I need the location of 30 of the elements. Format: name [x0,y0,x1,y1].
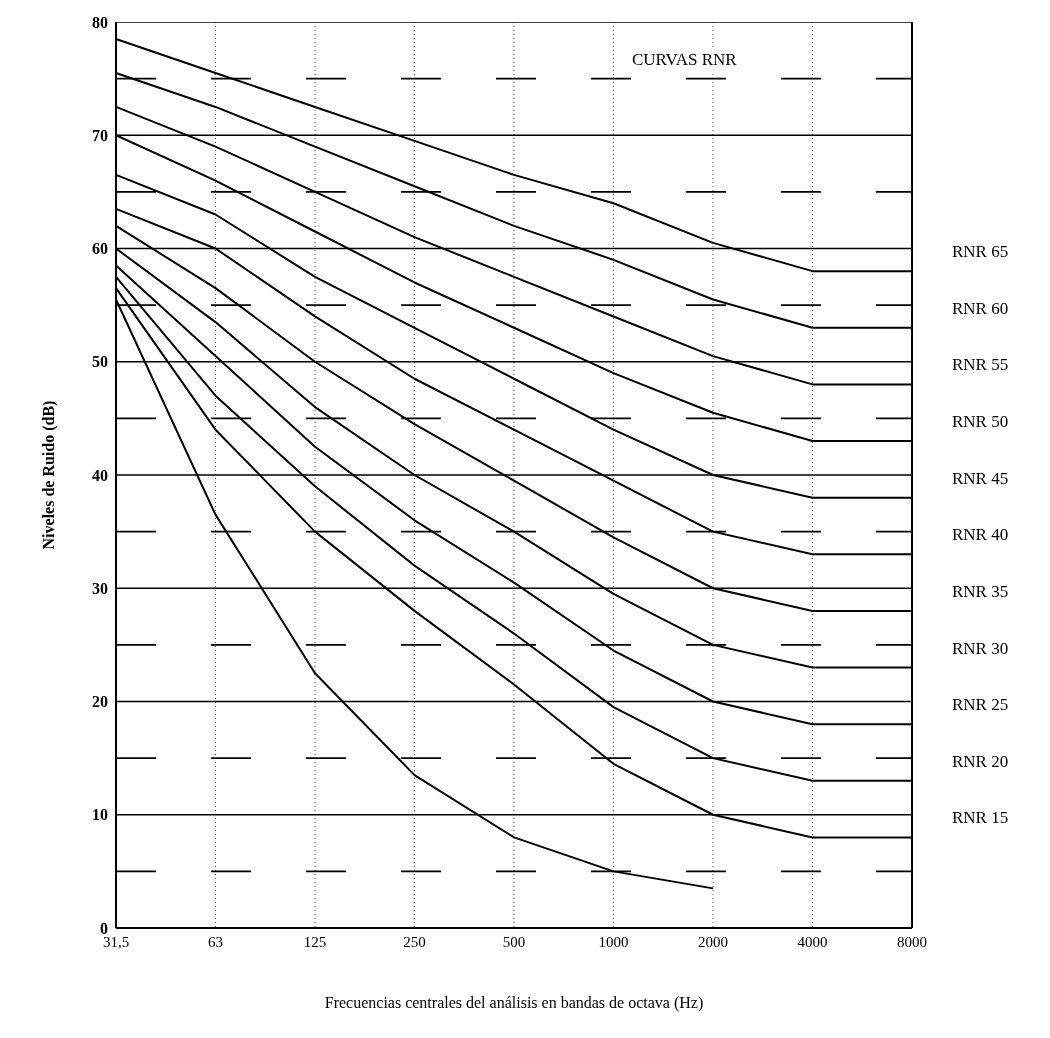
y-tick-label: 70 [92,126,108,144]
y-tick-label: 80 [92,13,108,31]
x-tick-label: 2000 [698,933,728,950]
x-tick-label: 1000 [598,933,629,950]
text: RNR 60 [952,298,1009,318]
text: RNR 50 [952,412,1009,432]
text: RNR 15 [952,808,1009,828]
text: RNR 35 [952,581,1009,601]
y-tick-label: 10 [92,806,108,824]
text: RNR 25 [952,695,1009,715]
text: RNR 65 [952,242,1009,262]
y-axis-title: Niveles de Ruido (dB) [39,400,58,550]
x-tick-label: 125 [303,933,327,950]
x-tick-label: 8000 [897,933,927,950]
text: RNR 40 [952,525,1009,545]
x-tick-label: 500 [502,933,526,950]
x-tick-label: 63 [208,933,223,950]
text: RNR 20 [952,751,1009,771]
x-tick-label: 250 [403,933,426,950]
x-tick-label: 4000 [797,933,828,950]
y-tick-label: 40 [92,466,108,484]
y-tick-label: 20 [92,693,108,711]
y-tick-label: 30 [92,579,108,597]
text: CURVAS RNR [628,48,741,72]
text: RNR 45 [952,468,1009,488]
x-axis-title: Frecuencias centrales del análisis en bandas de octava (Hz) [324,994,704,1012]
text: RNR 55 [952,355,1009,375]
text: RNR 30 [952,638,1009,658]
y-tick-label: 60 [92,240,108,258]
y-tick-label: 50 [92,353,108,371]
